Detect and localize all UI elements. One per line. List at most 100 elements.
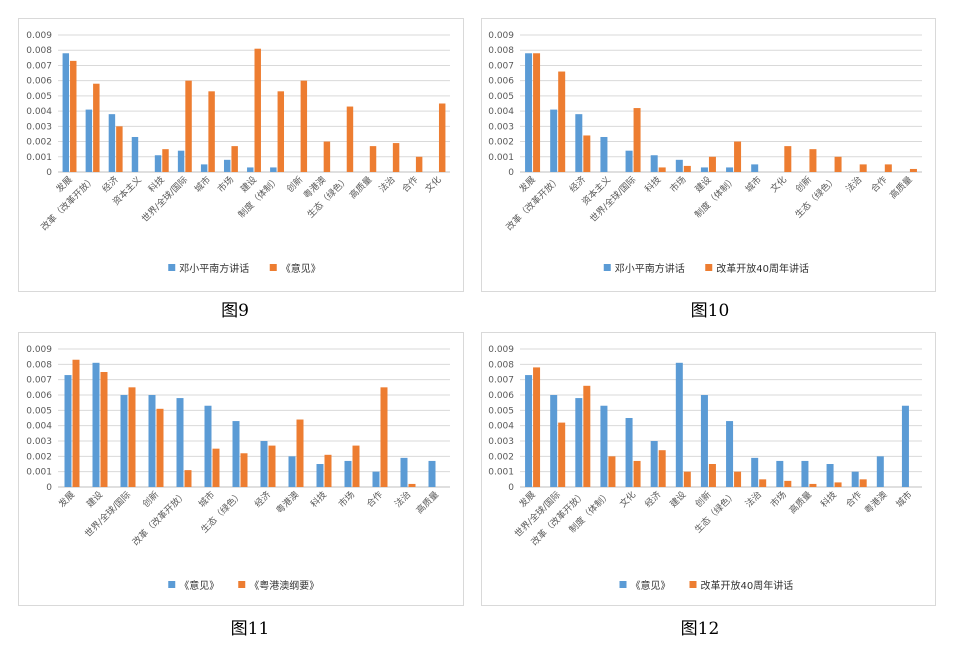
bar-series2 bbox=[859, 164, 867, 172]
y-tick-label: 0.009 bbox=[26, 345, 52, 355]
bar-series1 bbox=[726, 421, 734, 487]
bar-series2 bbox=[809, 149, 817, 172]
bar-series2 bbox=[277, 91, 285, 172]
bar-series2 bbox=[859, 479, 867, 487]
y-tick-label: 0.004 bbox=[26, 107, 52, 117]
x-category-label: 发展 bbox=[516, 489, 537, 510]
y-tick-label: 0 bbox=[508, 168, 514, 178]
y-tick-label: 0.007 bbox=[26, 376, 52, 386]
y-tick-label: 0.003 bbox=[26, 122, 52, 132]
bar-series1 bbox=[650, 441, 658, 487]
bar-series1 bbox=[700, 395, 708, 487]
x-category-label: 城市 bbox=[196, 489, 217, 510]
bar-series1 bbox=[131, 136, 139, 172]
x-category-label: 世界/全球/国际 bbox=[512, 489, 563, 540]
bar-series1 bbox=[120, 395, 128, 487]
caption-fig12: 图12 bbox=[680, 619, 720, 639]
bar-series1 bbox=[232, 421, 240, 487]
bar-series2 bbox=[128, 387, 136, 487]
bar-series1 bbox=[826, 464, 834, 487]
x-category-label: 发展 bbox=[516, 174, 537, 195]
y-tick-label: 0.004 bbox=[26, 422, 52, 432]
bar-series1 bbox=[260, 441, 268, 487]
legend-swatch bbox=[603, 264, 611, 271]
y-tick-label: 0.009 bbox=[488, 31, 514, 41]
bar-series1 bbox=[675, 159, 683, 172]
x-category-label: 城市 bbox=[743, 174, 764, 195]
bar-series2 bbox=[834, 482, 842, 487]
y-tick-label: 0.004 bbox=[488, 422, 514, 432]
bar-series1 bbox=[85, 109, 93, 172]
x-category-label: 法治 bbox=[843, 174, 864, 195]
bar-series1 bbox=[801, 460, 809, 487]
x-category-label: 建设 bbox=[667, 489, 688, 510]
bar-series2 bbox=[633, 460, 641, 487]
bar-series1 bbox=[64, 375, 72, 487]
x-category-label: 文化 bbox=[768, 174, 789, 195]
bar-series2 bbox=[323, 141, 331, 172]
x-category-label: 制度（体制） bbox=[692, 174, 739, 221]
y-tick-label: 0.001 bbox=[488, 153, 514, 163]
y-tick-label: 0.008 bbox=[26, 46, 52, 56]
x-category-label: 高质量 bbox=[414, 489, 442, 517]
bar-series2 bbox=[583, 385, 591, 487]
y-tick-label: 0.002 bbox=[26, 452, 52, 462]
y-tick-label: 0.002 bbox=[26, 138, 52, 148]
bar-series2 bbox=[734, 141, 742, 172]
bar-series2 bbox=[784, 480, 792, 487]
x-category-label: 合作 bbox=[364, 489, 385, 510]
bar-series2 bbox=[533, 367, 541, 487]
caption-fig11: 图11 bbox=[230, 619, 270, 639]
bar-series1 bbox=[625, 418, 633, 487]
bar-series2 bbox=[156, 408, 164, 487]
x-category-label: 制度（体制） bbox=[236, 174, 283, 221]
y-tick-label: 0.001 bbox=[26, 468, 52, 478]
bar-series1 bbox=[200, 164, 208, 172]
bar-series1 bbox=[600, 405, 608, 487]
bar-series2 bbox=[683, 165, 691, 172]
y-tick-label: 0.007 bbox=[488, 61, 514, 71]
x-category-label: 创新 bbox=[793, 174, 814, 195]
y-tick-label: 0.007 bbox=[488, 376, 514, 386]
x-category-label: 高质量 bbox=[786, 489, 814, 517]
x-category-label: 建设 bbox=[84, 489, 105, 510]
x-category-label: 高质量 bbox=[887, 174, 915, 202]
bar-series1 bbox=[726, 167, 734, 172]
bar-series2 bbox=[240, 453, 248, 487]
bar-series1 bbox=[675, 362, 683, 487]
bar-series1 bbox=[901, 405, 909, 487]
y-tick-label: 0.006 bbox=[488, 391, 514, 401]
legend-swatch bbox=[689, 581, 697, 588]
x-category-label: 合作 bbox=[868, 174, 889, 195]
caption-fig9: 图9 bbox=[221, 301, 249, 321]
x-category-label: 制度（体制） bbox=[566, 489, 613, 536]
bar-series1 bbox=[108, 114, 116, 172]
x-category-label: 科技 bbox=[308, 489, 329, 510]
bar-series2 bbox=[392, 143, 400, 172]
bar-series2 bbox=[408, 483, 416, 487]
bar-series2 bbox=[633, 108, 641, 172]
bar-series1 bbox=[344, 460, 352, 487]
bar-series1 bbox=[600, 136, 608, 172]
bar-series2 bbox=[784, 146, 792, 172]
x-category-label: 法治 bbox=[743, 489, 764, 510]
y-tick-label: 0.009 bbox=[26, 31, 52, 41]
legend-label: 《意见》 bbox=[281, 262, 321, 275]
bar-series2 bbox=[352, 445, 360, 487]
bar-series1 bbox=[428, 460, 436, 487]
bar-series2 bbox=[558, 422, 566, 487]
bar-series2 bbox=[346, 106, 354, 172]
x-category-label: 城市 bbox=[893, 489, 914, 510]
bar-series2 bbox=[184, 470, 192, 487]
bar-series2 bbox=[438, 103, 446, 172]
x-category-label: 经济 bbox=[100, 174, 121, 195]
bar-series1 bbox=[751, 457, 759, 487]
x-category-label: 科技 bbox=[818, 489, 839, 510]
bar-series1 bbox=[700, 167, 708, 172]
bar-series2 bbox=[268, 445, 276, 487]
x-category-label: 法治 bbox=[392, 489, 413, 510]
y-tick-label: 0.008 bbox=[488, 46, 514, 56]
legend-label: 改革开放40周年讲话 bbox=[716, 262, 809, 275]
bar-series2 bbox=[162, 149, 169, 172]
bar-series2 bbox=[296, 419, 304, 487]
